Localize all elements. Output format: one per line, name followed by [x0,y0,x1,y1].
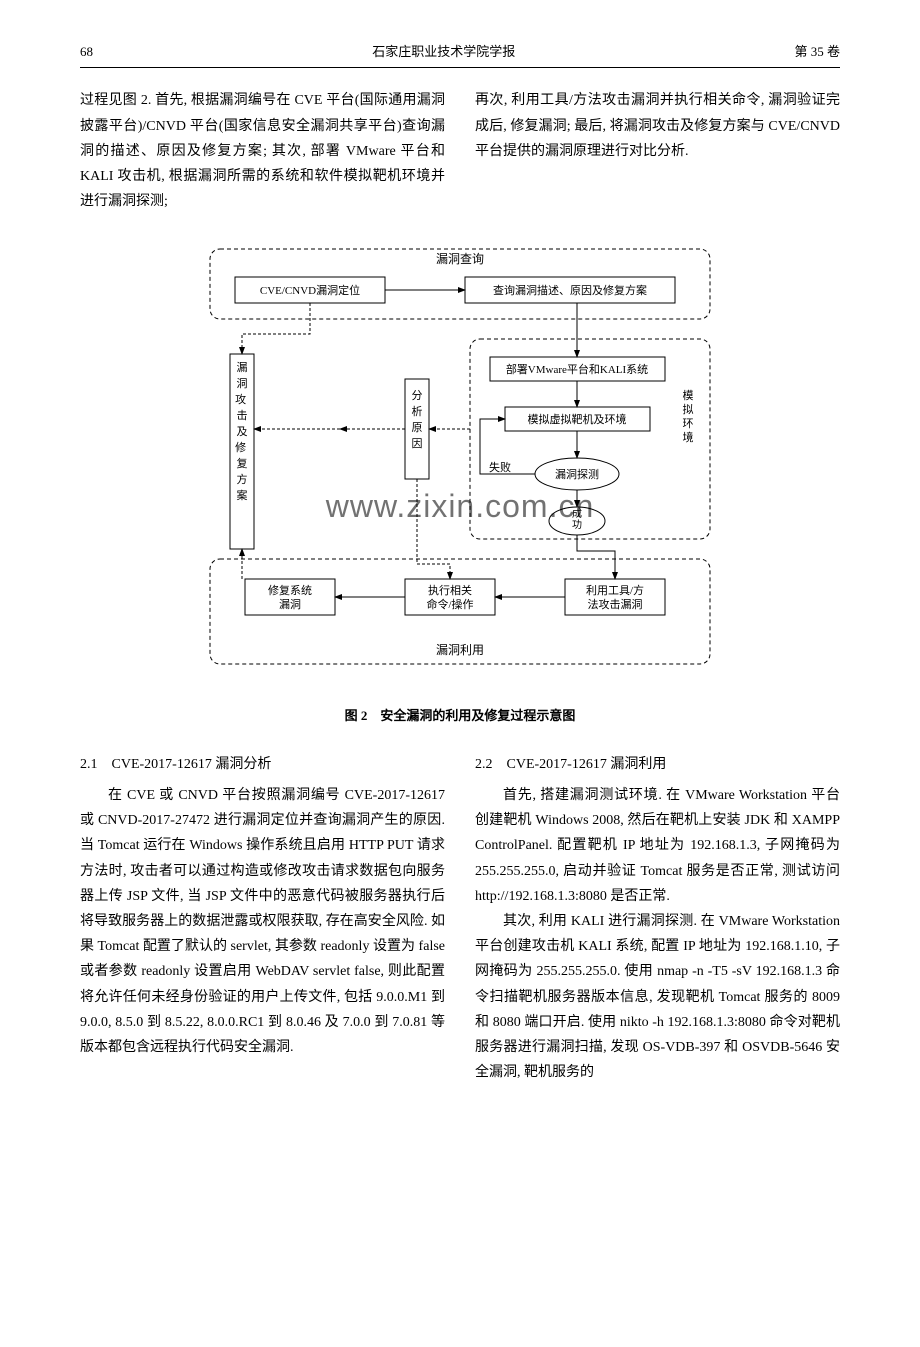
flowchart-svg: 漏洞查询 CVE/CNVD漏洞定位 查询漏洞描述、原因及修复方案 漏洞攻 击及修… [180,239,740,679]
group-query-label: 漏洞查询 [436,252,484,266]
node-plan-text: 漏洞攻 击及修 复方案 [235,361,249,502]
edge-desc-plan [242,303,310,354]
group-exploit-label: 漏洞利用 [436,643,484,657]
intro-left: 过程见图 2. 首先, 根据漏洞编号在 CVE 平台(国际通用漏洞披露平台)/C… [80,88,445,214]
intro-columns: 过程见图 2. 首先, 根据漏洞编号在 CVE 平台(国际通用漏洞披露平台)/C… [80,88,840,214]
node-probe-text: 漏洞探测 [555,468,599,481]
col-left: 2.1 CVE-2017-12617 漏洞分析 在 CVE 或 CNVD 平台按… [80,742,445,1085]
group-env-label: 模拟环境 [683,389,694,444]
figure-2: 漏洞查询 CVE/CNVD漏洞定位 查询漏洞描述、原因及修复方案 漏洞攻 击及修… [80,239,840,727]
page-header: 68 石家庄职业技术学院学报 第 35 卷 [80,40,840,68]
figure-2-caption: 图 2 安全漏洞的利用及修复过程示意图 [80,704,840,727]
volume-label: 第 35 卷 [794,40,840,63]
edge-fail-label: 失败 [489,460,511,474]
body-columns: 2.1 CVE-2017-12617 漏洞分析 在 CVE 或 CNVD 平台按… [80,742,840,1085]
journal-title: 石家庄职业技术学院学报 [372,40,515,63]
section-22-title: 2.2 CVE-2017-12617 漏洞利用 [475,752,840,777]
watermark-text: www.zixin.com.cn [325,488,595,524]
col-right: 2.2 CVE-2017-12617 漏洞利用 首先, 搭建漏洞测试环境. 在 … [475,742,840,1085]
section-21-body: 在 CVE 或 CNVD 平台按照漏洞编号 CVE-2017-12617 或 C… [80,783,445,1060]
edge-success-attack [577,535,615,579]
node-desc-text: 查询漏洞描述、原因及修复方案 [493,283,647,297]
page-number: 68 [80,40,93,63]
intro-right: 再次, 利用工具/方法攻击漏洞并执行相关命令, 漏洞验证完成后, 修复漏洞; 最… [475,88,840,214]
section-22-p1: 首先, 搭建漏洞测试环境. 在 VMware Workstation 平台创建靶… [475,783,840,909]
section-22-p2: 其次, 利用 KALI 进行漏洞探测. 在 VMware Workstation… [475,909,840,1085]
node-simulate-text: 模拟虚拟靶机及环境 [528,412,627,426]
node-locate-text: CVE/CNVD漏洞定位 [260,283,360,297]
node-deploy-text: 部署VMware平台和KALI系统 [506,362,648,376]
section-21-title: 2.1 CVE-2017-12617 漏洞分析 [80,752,445,777]
